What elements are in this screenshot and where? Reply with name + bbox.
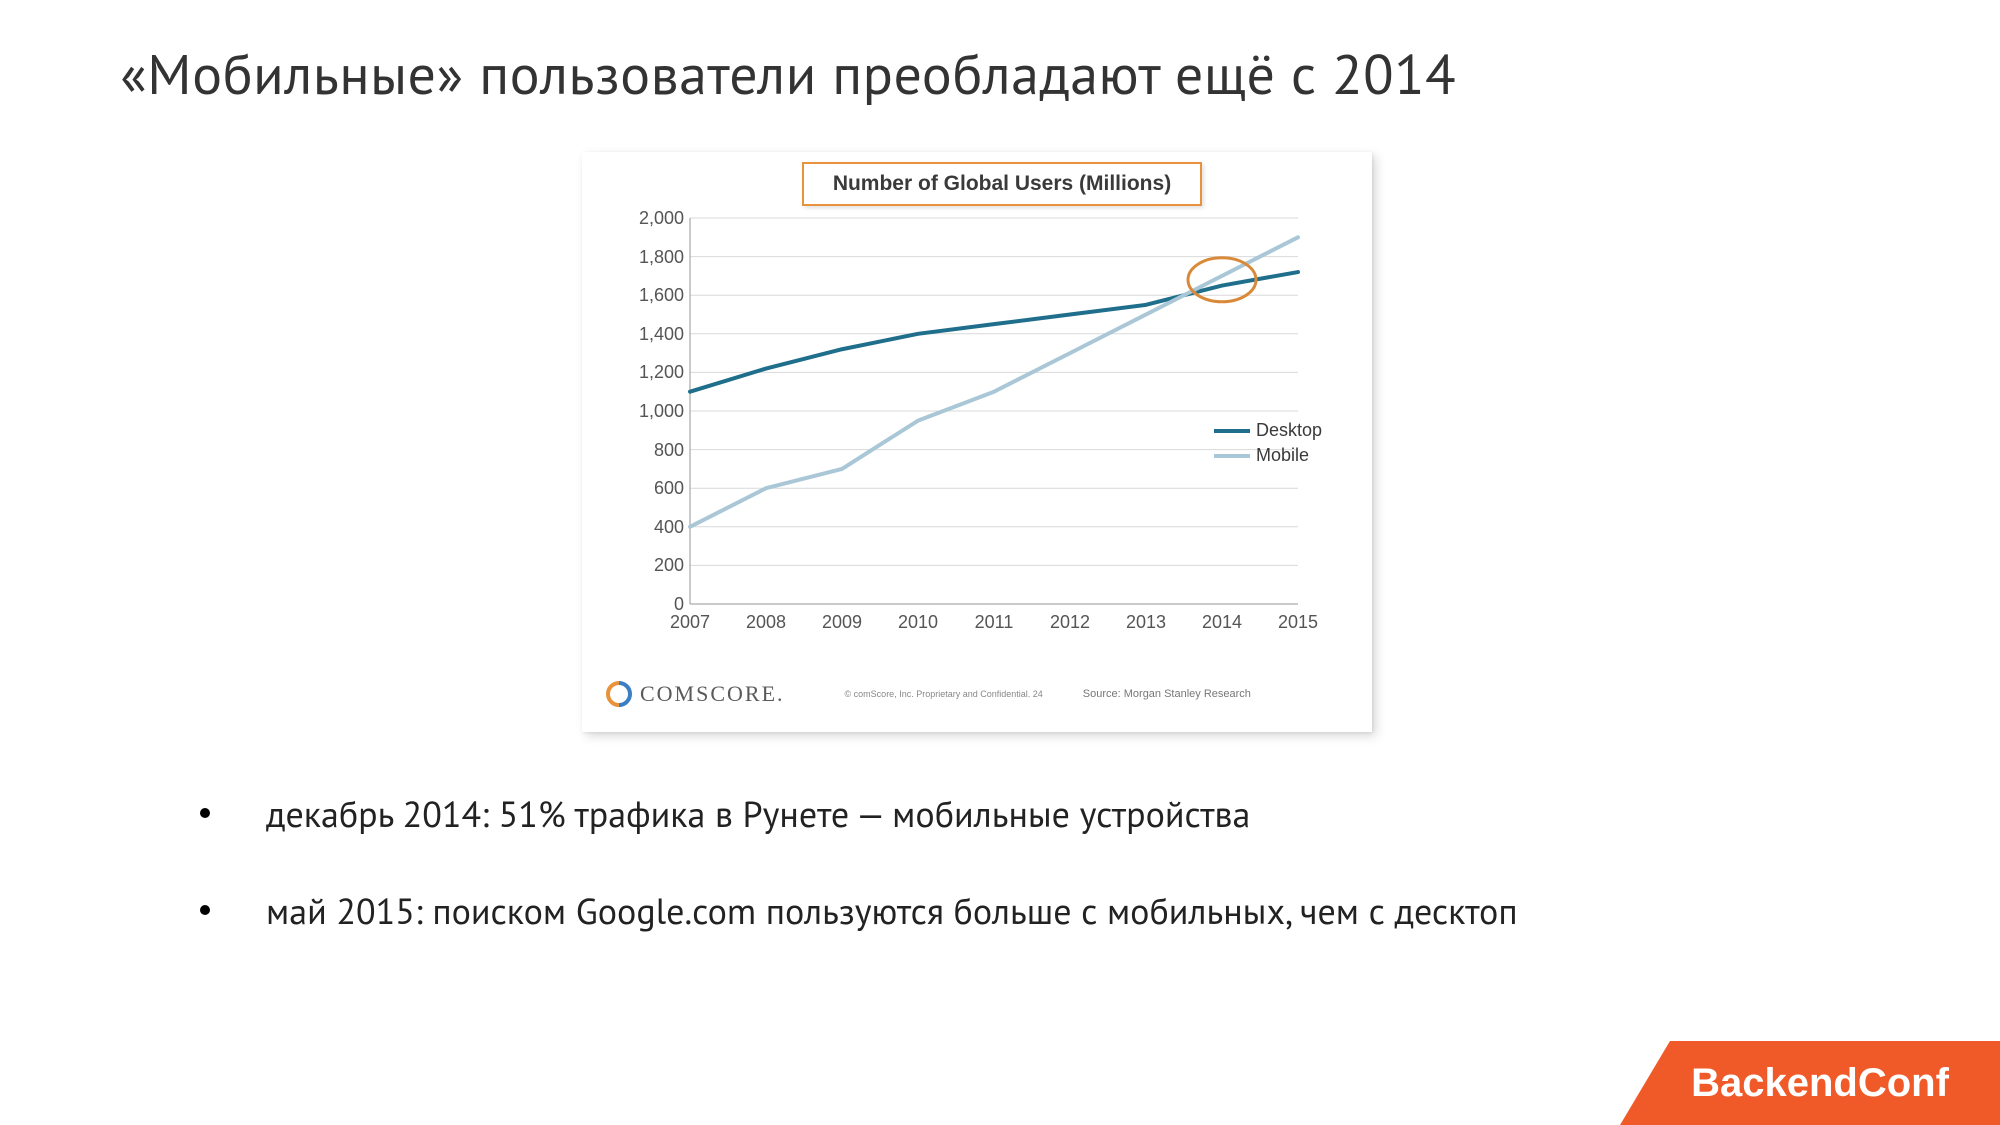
comscore-ring-icon bbox=[606, 681, 632, 707]
x-tick-label: 2007 bbox=[670, 612, 710, 633]
y-tick-label: 200 bbox=[618, 555, 684, 576]
legend-swatch-mobile bbox=[1214, 454, 1250, 458]
y-axis-labels: 02004006008001,0001,2001,4001,6001,8002,… bbox=[618, 212, 684, 612]
brand-label: BackendConf bbox=[1671, 1061, 1949, 1106]
slide: «Мобильные» пользователи преобладают ещё… bbox=[0, 0, 2000, 1125]
list-item: декабрь 2014: 51% трафика в Рунете — моб… bbox=[200, 790, 1840, 839]
y-tick-label: 1,400 bbox=[618, 324, 684, 345]
footer-confidential: © comScore, Inc. Proprietary and Confide… bbox=[845, 689, 1043, 699]
y-tick-label: 600 bbox=[618, 478, 684, 499]
gridlines bbox=[690, 218, 1298, 604]
bullet-text: декабрь 2014: 51% трафика в Рунете — моб… bbox=[266, 790, 1250, 839]
page-title: «Мобильные» пользователи преобладают ещё… bbox=[120, 38, 1456, 110]
chart-footer: COMSCORE. © comScore, Inc. Proprietary a… bbox=[606, 676, 1348, 712]
x-tick-label: 2013 bbox=[1126, 612, 1166, 633]
y-tick-label: 1,200 bbox=[618, 362, 684, 383]
comscore-text: COMSCORE. bbox=[640, 681, 785, 707]
footer-source: Source: Morgan Stanley Research bbox=[1083, 688, 1251, 700]
legend-item-mobile: Mobile bbox=[1214, 445, 1354, 466]
x-tick-label: 2010 bbox=[898, 612, 938, 633]
y-tick-label: 1,800 bbox=[618, 247, 684, 268]
plot-area bbox=[690, 218, 1298, 604]
chart-title-box: Number of Global Users (Millions) bbox=[802, 162, 1202, 206]
series-line-mobile bbox=[690, 237, 1298, 527]
chart-title: Number of Global Users (Millions) bbox=[833, 172, 1171, 196]
bullet-text: май 2015: поиском Google.com пользуются … bbox=[266, 887, 1518, 936]
x-axis-labels: 200720082009201020112012201320142015 bbox=[690, 612, 1310, 642]
series-line-desktop bbox=[690, 272, 1298, 392]
x-tick-label: 2011 bbox=[975, 612, 1014, 633]
x-tick-label: 2009 bbox=[822, 612, 862, 633]
legend-item-desktop: Desktop bbox=[1214, 420, 1354, 441]
bullet-list: декабрь 2014: 51% трафика в Рунете — моб… bbox=[200, 790, 1840, 983]
comscore-logo: COMSCORE. bbox=[606, 681, 785, 707]
y-tick-label: 800 bbox=[618, 440, 684, 461]
bullet-dot-icon bbox=[200, 905, 210, 915]
y-tick-label: 400 bbox=[618, 517, 684, 538]
y-tick-label: 1,000 bbox=[618, 401, 684, 422]
x-tick-label: 2014 bbox=[1202, 612, 1242, 633]
series-group bbox=[690, 237, 1298, 527]
legend-swatch-desktop bbox=[1214, 429, 1250, 433]
legend-label-desktop: Desktop bbox=[1256, 420, 1322, 441]
brand-badge: BackendConf bbox=[1620, 1041, 2000, 1125]
legend: Desktop Mobile bbox=[1214, 420, 1354, 470]
list-item: май 2015: поиском Google.com пользуются … bbox=[200, 887, 1840, 936]
legend-label-mobile: Mobile bbox=[1256, 445, 1309, 466]
bullet-dot-icon bbox=[200, 808, 210, 818]
x-tick-label: 2008 bbox=[746, 612, 786, 633]
chart-card: Number of Global Users (Millions) 020040… bbox=[582, 152, 1372, 732]
x-tick-label: 2015 bbox=[1278, 612, 1318, 633]
x-tick-label: 2012 bbox=[1050, 612, 1090, 633]
y-tick-label: 2,000 bbox=[618, 208, 684, 229]
y-tick-label: 1,600 bbox=[618, 285, 684, 306]
chart-svg bbox=[690, 218, 1298, 604]
